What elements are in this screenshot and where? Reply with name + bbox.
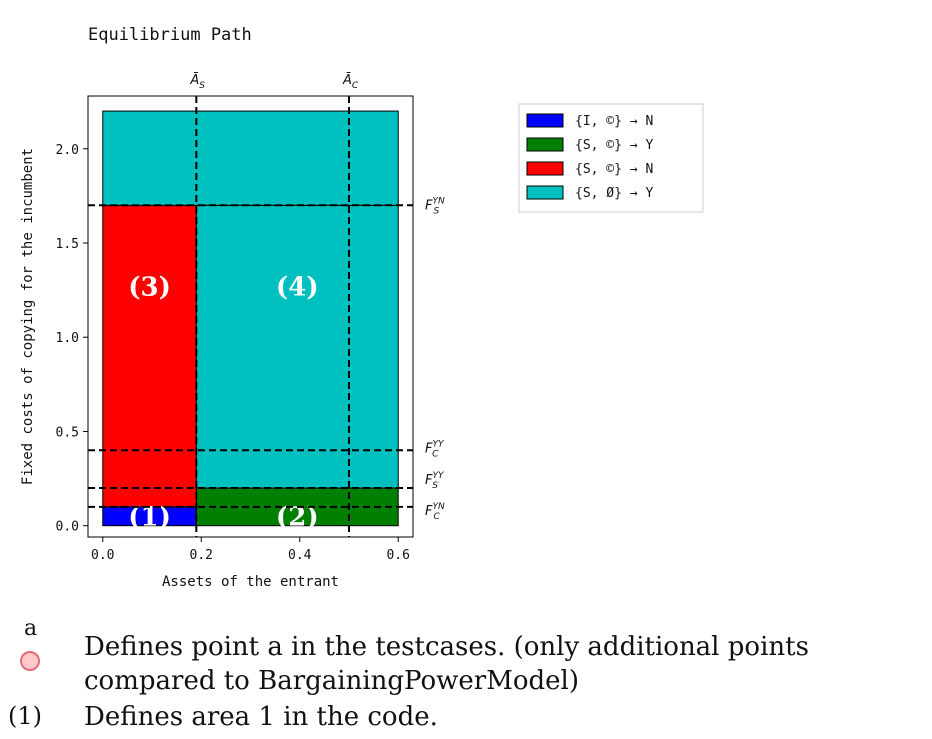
legend-swatch-2 xyxy=(526,137,564,152)
y-tick-label-3: 1.0 xyxy=(56,331,79,346)
point-marker-icon xyxy=(20,651,40,671)
region-4 xyxy=(195,204,399,489)
legend-swatch-1 xyxy=(526,113,564,128)
x-tick-label-1: 0.0 xyxy=(91,548,114,563)
y-axis-label: Fixed costs of copying for the incumbent xyxy=(20,148,36,485)
hline-label-3: FYY S xyxy=(425,471,445,491)
region-label-3: (3) xyxy=(128,272,171,302)
y-tick-label-1: 0.0 xyxy=(56,520,79,535)
hline-label-2: FYY C xyxy=(425,439,445,459)
marker-a-label: a xyxy=(24,616,38,641)
legend-label-3: {S, ©} → N xyxy=(575,162,653,177)
plot-frame xyxy=(87,95,414,538)
y-tick-label-4: 1.5 xyxy=(56,237,79,252)
legend-label-4: {S, Ø} → Y xyxy=(575,186,653,201)
x-tick-label-4: 0.6 xyxy=(386,548,409,563)
region-3 xyxy=(102,204,197,508)
region-label-4: (4) xyxy=(276,272,319,302)
chart-title: Equilibrium Path xyxy=(88,25,252,45)
marker-a-description: Defines point a in the testcases. (only … xyxy=(84,632,809,696)
area-description: Defines area 1 in the code. xyxy=(84,702,438,732)
y-tick-label-5: 2.0 xyxy=(56,143,79,158)
legend-label-1: {I, ©} → N xyxy=(575,114,653,129)
legend-label-2: {S, ©} → Y xyxy=(575,138,653,153)
vline-label-1: ĀS xyxy=(189,73,205,91)
vline-label-2: ĀC xyxy=(342,73,359,91)
region-5 xyxy=(102,110,399,206)
hline-label-4: FYN C xyxy=(425,502,445,522)
legend-swatch-4 xyxy=(526,185,564,200)
legend-swatch-3 xyxy=(526,161,564,176)
x-axis-label: Assets of the entrant xyxy=(162,574,339,590)
hline-label-1: FYN S xyxy=(425,196,445,216)
area-marker-label: (1) xyxy=(8,702,42,730)
y-tick-label-2: 0.5 xyxy=(56,425,79,440)
x-tick-label-3: 0.4 xyxy=(288,548,312,563)
x-tick-label-2: 0.2 xyxy=(190,548,213,563)
